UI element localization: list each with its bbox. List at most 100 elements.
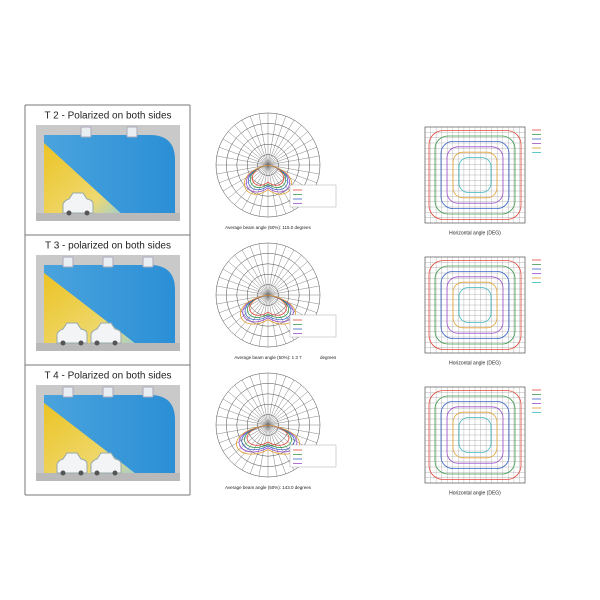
polar-spoke	[216, 285, 269, 296]
beam-caption: Average beam angle (50%): 1 3 7	[234, 355, 302, 360]
polar-spoke	[267, 255, 302, 296]
isolux-contour	[458, 417, 492, 453]
polar-curve	[249, 164, 287, 188]
polar-curve	[240, 294, 296, 325]
road	[36, 343, 180, 351]
polar-spoke	[267, 138, 314, 166]
polar-curve	[244, 294, 292, 321]
polar-spoke	[267, 376, 286, 426]
polar-spoke	[234, 294, 269, 335]
isolux-contour	[452, 411, 498, 459]
lamp	[102, 256, 114, 268]
lamp	[62, 386, 74, 398]
car-wheel	[78, 470, 84, 476]
polar-spoke	[250, 246, 269, 296]
polar-spoke	[250, 376, 269, 426]
polar-curve	[248, 164, 288, 191]
car	[56, 452, 88, 474]
tunnel-illustration	[36, 255, 180, 351]
polar-chart	[215, 372, 337, 478]
polar-spoke	[222, 138, 269, 166]
polar-spoke	[267, 155, 320, 166]
polar-curve	[243, 164, 293, 195]
polar-spoke	[267, 268, 314, 296]
isolux-contour	[452, 151, 498, 199]
polar-spoke	[258, 113, 269, 166]
polar-spoke	[241, 379, 269, 426]
polar-spoke	[267, 407, 317, 426]
isolux-contour	[446, 406, 504, 464]
polar-spoke	[241, 164, 269, 211]
road	[36, 213, 180, 221]
polar-spoke	[267, 277, 317, 296]
polar-spoke	[267, 415, 320, 426]
tunnel-illustration	[36, 385, 180, 481]
isolux-contour	[452, 281, 498, 329]
isolux-chart	[424, 386, 541, 484]
isolux-contour	[458, 287, 492, 323]
tunnel-illustration	[36, 125, 180, 221]
polar-chart	[215, 242, 337, 348]
polar-spoke	[267, 398, 314, 426]
polar-spoke	[267, 385, 302, 426]
polar-spoke	[250, 116, 269, 166]
polar-spoke	[234, 125, 269, 166]
car-wheel	[60, 470, 66, 476]
polar-curve	[244, 424, 292, 448]
isolux-contour	[440, 270, 510, 339]
car	[62, 192, 94, 214]
polar-spoke	[267, 147, 317, 166]
polar-spoke	[258, 294, 269, 347]
polar-spoke	[222, 398, 269, 426]
car	[90, 452, 122, 474]
polar-curve	[247, 294, 289, 318]
isolux-contour	[428, 130, 522, 220]
lamp	[142, 256, 154, 268]
polar-spoke	[258, 373, 269, 426]
isolux-xlabel: Horizontal angle (DEG)	[449, 360, 501, 366]
polar-spoke	[228, 131, 269, 166]
isolux-contour	[446, 276, 504, 334]
car-wheel	[66, 210, 72, 216]
row-title: T 4 - Polarized on both sides	[44, 371, 171, 382]
isolux-chart	[424, 126, 541, 224]
car-wheel	[78, 340, 84, 346]
car	[56, 322, 88, 344]
polar-spoke	[228, 391, 269, 426]
beam-unit: degrees	[320, 355, 337, 360]
beam-caption: Average beam angle (50%): 143.0 degrees	[225, 485, 312, 490]
polar-spoke	[267, 424, 278, 477]
polar-spoke	[222, 424, 269, 452]
lamp	[102, 386, 114, 398]
polar-spoke	[267, 249, 295, 296]
isolux-chart	[424, 256, 541, 354]
polar-spoke	[241, 119, 269, 166]
isolux-xlabel: Horizontal angle (DEG)	[449, 490, 501, 496]
polar-spoke	[219, 294, 269, 313]
polar-spoke	[267, 261, 308, 296]
polar-legend	[289, 314, 337, 338]
polar-spoke	[219, 147, 269, 166]
polar-spoke	[267, 285, 320, 296]
polar-curve	[246, 424, 290, 446]
isolux-contour	[428, 390, 522, 480]
polar-spoke	[216, 415, 269, 426]
polar-curve	[236, 424, 300, 455]
polar-spoke	[216, 164, 269, 175]
polar-spoke	[234, 385, 269, 426]
polar-spoke	[267, 119, 295, 166]
polar-spoke	[241, 249, 269, 296]
isolux-contour	[446, 146, 504, 204]
polar-spoke	[258, 424, 269, 477]
lamp	[142, 386, 154, 398]
polar-spoke	[219, 407, 269, 426]
light-beam	[44, 143, 125, 217]
polar-curve	[251, 164, 285, 186]
isolux-contour	[434, 395, 516, 475]
car-wheel	[94, 470, 100, 476]
polar-spoke	[267, 294, 317, 313]
isolux-contour	[434, 135, 516, 215]
polar-spoke	[267, 113, 278, 166]
polar-spoke	[267, 391, 308, 426]
